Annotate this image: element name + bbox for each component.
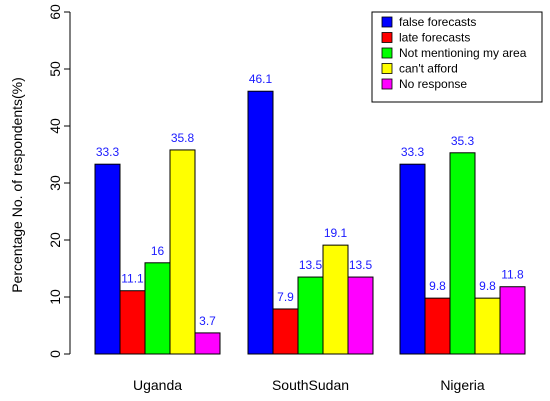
legend-label: Not mentioning my area (399, 46, 527, 60)
y-tick-label: 60 (47, 4, 63, 20)
data-label: 11.8 (501, 268, 524, 282)
bars (94, 90, 526, 355)
data-label: 9.8 (429, 279, 446, 293)
category-label: Uganda (133, 377, 182, 393)
y-axis-title: Percentage No. of respondents(%) (9, 77, 25, 293)
bar (194, 332, 221, 355)
legend-swatch (381, 32, 393, 43)
y-tick-label: 30 (47, 175, 63, 191)
bar (474, 297, 501, 355)
legend-swatch (381, 16, 393, 28)
y-tick-label: 20 (47, 232, 63, 248)
y-tick-label: 0 (47, 350, 63, 358)
bar (347, 276, 374, 355)
data-label: 35.3 (451, 134, 475, 148)
y-axis: 0 10 20 30 40 50 60 (47, 4, 71, 358)
data-label: 35.8 (171, 131, 195, 145)
data-label: 46.1 (249, 72, 273, 86)
data-label: 13.5 (349, 258, 373, 272)
legend-swatch (381, 47, 393, 59)
y-tick-label: 40 (47, 118, 63, 134)
bar (399, 163, 426, 355)
category-labels: Uganda SouthSudan Nigeria (133, 377, 485, 393)
category-label: Nigeria (440, 377, 485, 393)
bar (247, 90, 274, 355)
data-label: 7.9 (277, 290, 294, 304)
bar (499, 286, 526, 355)
data-label: 33.3 (401, 145, 425, 159)
data-label: 16 (151, 244, 165, 258)
bar (272, 308, 299, 355)
data-label: 13.5 (299, 258, 323, 272)
legend-label: late forecasts (399, 31, 470, 45)
data-labels: 33.3 11.1 16 35.8 3.7 46.1 7.9 13.5 19.1 13.5 33.3… (96, 72, 524, 328)
bar (119, 290, 146, 355)
legend-label: No response (399, 77, 467, 91)
legend-box (371, 11, 543, 103)
bar (322, 244, 349, 355)
data-label: 11.1 (121, 272, 144, 286)
data-label: 33.3 (96, 145, 120, 159)
data-label: 3.7 (199, 314, 216, 328)
bar (169, 149, 196, 355)
legend-swatch (381, 78, 393, 90)
y-tick-label: 50 (47, 61, 63, 77)
legend-label: can't afford (399, 62, 458, 76)
bar (449, 152, 476, 355)
y-tick-label: 10 (47, 289, 63, 305)
bar (94, 163, 121, 355)
data-label: 19.1 (324, 226, 348, 240)
legend-swatch (381, 63, 393, 74)
bar (297, 276, 324, 355)
data-label: 9.8 (479, 279, 496, 293)
bar (424, 297, 451, 355)
category-label: SouthSudan (272, 377, 349, 393)
bar (144, 262, 171, 355)
legend-label: false forecasts (399, 15, 476, 29)
